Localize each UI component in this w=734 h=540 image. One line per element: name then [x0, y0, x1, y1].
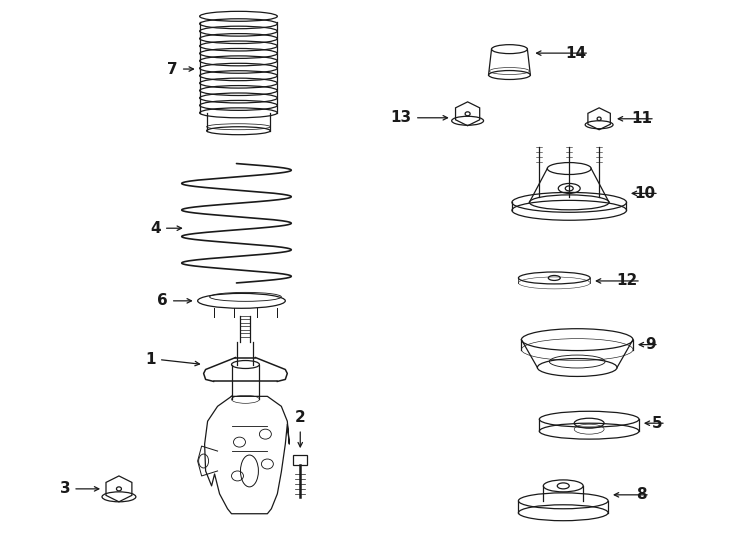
- Bar: [294, 455, 308, 465]
- Text: 12: 12: [617, 273, 638, 288]
- Text: 6: 6: [157, 293, 168, 308]
- Text: 3: 3: [59, 481, 70, 496]
- Text: 2: 2: [295, 410, 305, 425]
- Text: 13: 13: [390, 110, 412, 125]
- Text: 9: 9: [645, 337, 656, 352]
- Text: 8: 8: [636, 487, 647, 502]
- Text: 14: 14: [565, 45, 586, 60]
- Text: 7: 7: [167, 62, 178, 77]
- Text: 4: 4: [150, 221, 161, 236]
- Text: 11: 11: [631, 111, 652, 126]
- Text: 1: 1: [145, 352, 156, 367]
- Text: 10: 10: [635, 186, 656, 201]
- Text: 5: 5: [653, 416, 663, 431]
